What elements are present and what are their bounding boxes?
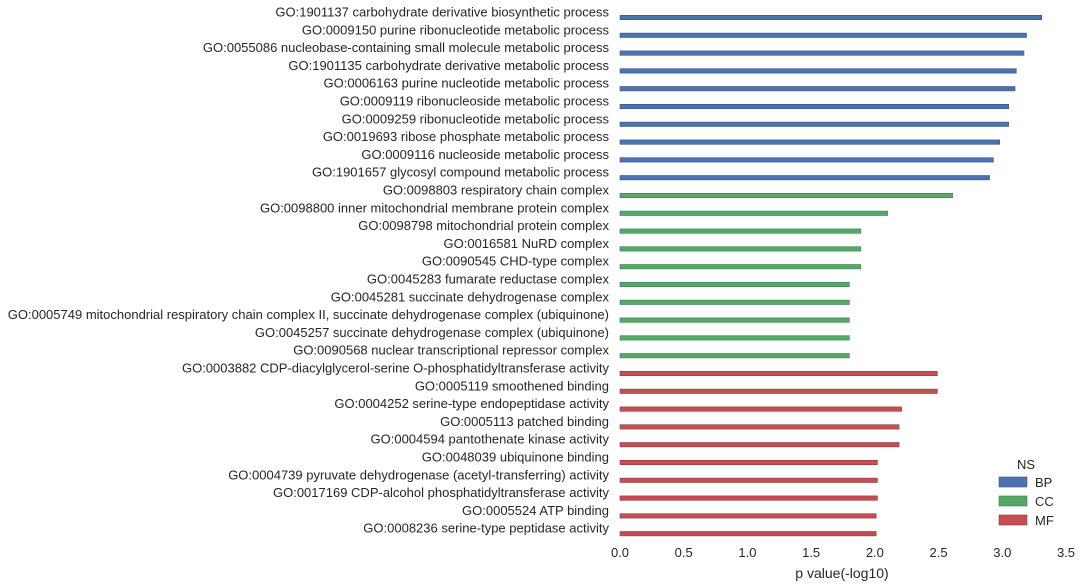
category-label: GO:0005119 smoothened binding: [415, 378, 609, 393]
bar-mf: [619, 442, 900, 448]
category-label: GO:0016581 NuRD complex: [444, 236, 610, 251]
bar-mf: [619, 531, 877, 537]
category-label: GO:0009116 nucleoside metabolic process: [361, 147, 609, 162]
category-label: GO:0004252 serine-type endopeptidase act…: [334, 396, 609, 411]
legend-swatch-bp: [998, 476, 1028, 488]
category-label: GO:1901135 carbohydrate derivative metab…: [288, 58, 609, 73]
x-tick-label: 1.5: [802, 545, 820, 560]
bar-bp: [619, 121, 1009, 127]
bars-layer: [619, 15, 1043, 537]
category-label: GO:0003882 CDP-diacylglycerol-serine O-p…: [182, 361, 610, 376]
category-label: GO:0005113 patched binding: [440, 414, 609, 429]
category-label: GO:0055086 nucleobase-containing small m…: [203, 40, 610, 55]
bar-mf: [619, 477, 878, 483]
bar-cc: [619, 264, 862, 270]
x-tick-label: 0.5: [675, 545, 693, 560]
bar-mf: [619, 370, 938, 376]
category-label: GO:0004594 pantothenate kinase activity: [371, 432, 610, 447]
category-label: GO:0005749 mitochondrial respiratory cha…: [8, 307, 609, 322]
bar-mf: [619, 495, 878, 501]
bar-mf: [619, 406, 902, 412]
bar-bp: [619, 68, 1017, 74]
legend-label-cc: CC: [1035, 494, 1054, 509]
category-label: GO:0045283 fumarate reductase complex: [367, 272, 610, 287]
category-label: GO:0004739 pyruvate dehydrogenase (acety…: [228, 467, 609, 482]
bar-cc: [619, 246, 862, 252]
bar-bp: [619, 86, 1016, 92]
legend-label-bp: BP: [1035, 475, 1052, 490]
category-label: GO:0009119 ribonucleoside metabolic proc…: [340, 94, 610, 109]
x-tick-label: 2.0: [866, 545, 884, 560]
bar-cc: [619, 228, 862, 234]
bar-cc: [619, 193, 953, 199]
x-tick-label: 2.5: [930, 545, 948, 560]
x-tick-label: 3.5: [1057, 545, 1075, 560]
bar-cc: [619, 335, 850, 341]
x-axis: p value(-log10) 0.0 0.5 1.0 1.5 2.0 2.5 3.0 3.5: [611, 545, 1075, 581]
x-axis-label: p value(-log10): [795, 565, 888, 581]
category-label: GO:0098800 inner mitochondrial membrane …: [260, 200, 610, 215]
category-label: GO:0019693 ribose phosphate metabolic pr…: [323, 129, 610, 144]
legend-swatch-cc: [998, 495, 1028, 507]
bar-mf: [619, 424, 900, 430]
legend-title: NS: [1017, 457, 1035, 472]
category-label: GO:0009150 purine ribonucleotide metabol…: [302, 22, 610, 37]
bar-cc: [619, 281, 850, 287]
bar-cc: [619, 299, 850, 305]
legend-label-mf: MF: [1035, 513, 1054, 528]
category-label: GO:0098798 mitochondrial protein complex: [358, 218, 609, 233]
legend: NS BP CC MF: [998, 457, 1054, 528]
bar-cc: [619, 353, 850, 359]
bar-cc: [619, 317, 850, 323]
category-label: GO:0090568 nuclear transcriptional repre…: [293, 343, 609, 358]
bar-bp: [619, 104, 1009, 110]
category-label: GO:0048039 ubiquinone binding: [422, 450, 609, 465]
bar-bp: [619, 139, 1001, 145]
x-tick-label: 3.0: [993, 545, 1011, 560]
bar-mf: [619, 459, 878, 465]
category-label: GO:0090545 CHD-type complex: [422, 254, 610, 269]
x-tick-label: 0.0: [611, 545, 629, 560]
bar-mf: [619, 513, 877, 519]
category-label: GO:0017169 CDP-alcohol phosphatidyltrans…: [273, 485, 610, 500]
bar-bp: [619, 175, 990, 181]
category-label: GO:0045257 succinate dehydrogenase compl…: [255, 325, 609, 340]
category-label: GO:0098803 respiratory chain complex: [383, 183, 610, 198]
legend-swatch-mf: [998, 514, 1028, 526]
bar-bp: [619, 50, 1025, 56]
category-labels-layer: GO:1901137 carbohydrate derivative biosy…: [8, 5, 610, 536]
bar-bp: [619, 157, 994, 163]
x-tick-label: 1.0: [738, 545, 756, 560]
bar-mf: [619, 388, 938, 394]
bar-bp: [619, 15, 1043, 21]
category-label: GO:0008236 serine-type peptidase activit…: [363, 521, 609, 536]
category-label: GO:0005524 ATP binding: [462, 503, 609, 518]
category-label: GO:1901657 glycosyl compound metabolic p…: [312, 165, 609, 180]
category-label: GO:0045281 succinate dehydrogenase compl…: [331, 289, 610, 304]
category-label: GO:0006163 purine nucleotide metabolic p…: [324, 76, 610, 91]
bar-cc: [619, 210, 888, 216]
category-label: GO:1901137 carbohydrate derivative biosy…: [275, 5, 609, 20]
category-label: GO:0009259 ribonucleotide metabolic proc…: [342, 111, 610, 126]
bar-bp: [619, 32, 1027, 38]
